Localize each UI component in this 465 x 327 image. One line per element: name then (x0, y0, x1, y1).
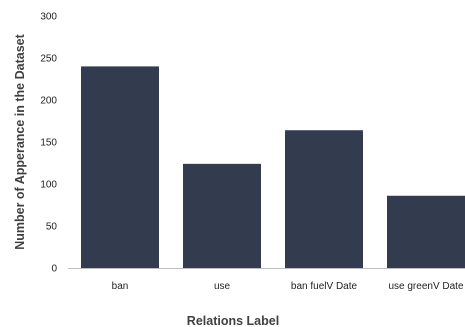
x-tick-label: use greenV Date (388, 281, 463, 292)
y-axis-title: Number of Apperance in the Dataset (13, 33, 27, 249)
y-tick-label: 100 (40, 180, 57, 191)
bar (183, 163, 261, 268)
x-axis-title: Relations Label (187, 314, 279, 327)
y-tick-label: 250 (40, 54, 57, 65)
bar (285, 130, 363, 268)
bar (387, 195, 465, 268)
x-tick-label: ban (112, 281, 129, 292)
y-tick-label: 0 (51, 264, 57, 275)
y-tick-label: 300 (40, 12, 57, 23)
y-tick-label: 200 (40, 96, 57, 107)
bar (81, 66, 159, 269)
x-tick-label: use (214, 281, 231, 292)
y-axis-ticks: 0 50 100 150 200 250 300 (40, 12, 57, 275)
y-tick-label: 150 (40, 138, 57, 149)
bars (81, 66, 465, 269)
x-axis-ticks: ban use ban fuelV Date use greenV Date (112, 281, 464, 292)
x-tick-label: ban fuelV Date (291, 281, 358, 292)
y-tick-label: 50 (46, 222, 58, 233)
